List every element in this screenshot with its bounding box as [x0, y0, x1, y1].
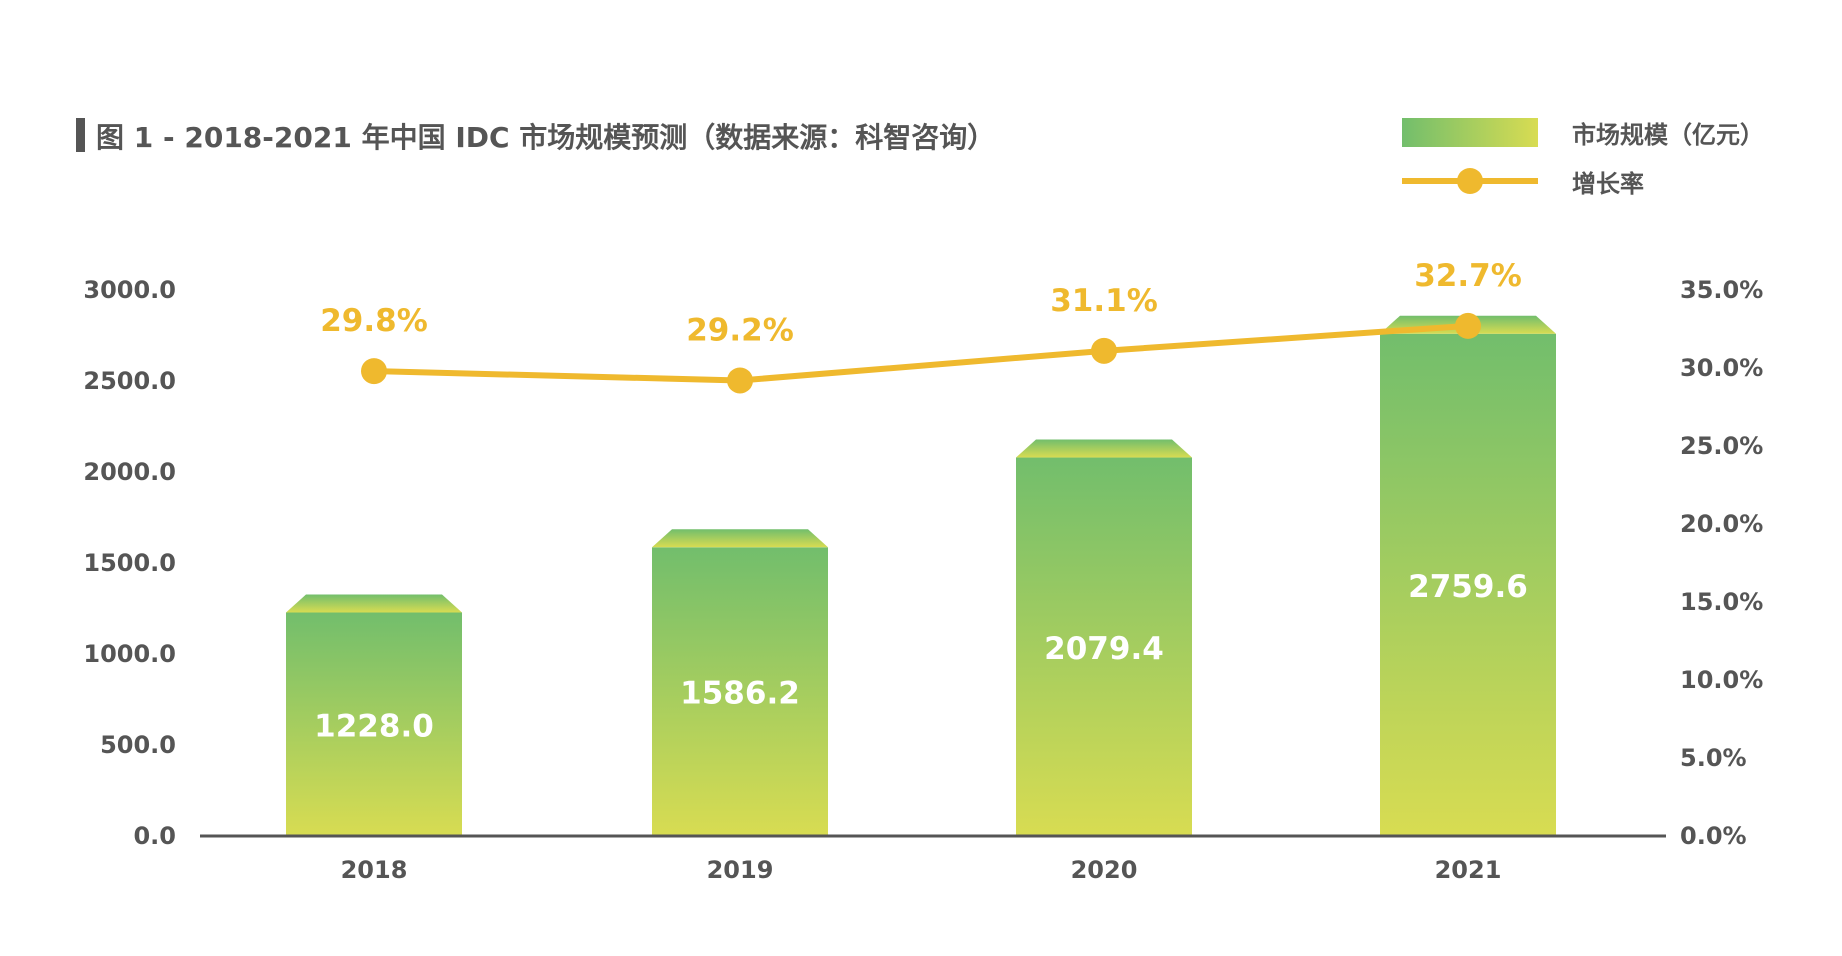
bar	[1016, 457, 1192, 836]
legend-bar-swatch	[1402, 118, 1538, 147]
legend-line-marker	[1457, 168, 1483, 194]
right-axis-tick-label: 25.0%	[1680, 432, 1763, 460]
x-axis-tick-label: 2021	[1435, 856, 1502, 884]
growth-rate-line	[373, 322, 1469, 384]
left-axis-tick-label: 2500.0	[83, 367, 176, 395]
right-axis-tick-label: 35.0%	[1680, 276, 1763, 304]
x-axis-tick-label: 2018	[341, 856, 408, 884]
right-axis-tick-label: 30.0%	[1680, 354, 1763, 382]
right-axis-tick-label: 15.0%	[1680, 588, 1763, 616]
growth-rate-point	[1455, 312, 1481, 339]
bar-value-label: 2759.6	[1408, 569, 1528, 605]
bars: 1228.0 1586.2 2079.4 2759.6	[286, 315, 1556, 836]
bar	[1380, 333, 1556, 836]
bar	[286, 612, 462, 836]
bar-cap	[286, 594, 462, 613]
title-marker	[76, 118, 85, 152]
left-axis-tick-label: 2000.0	[83, 458, 176, 486]
growth-rate-point	[361, 358, 387, 385]
growth-rate-series: 29.8% 29.2% 31.1% 32.7%	[320, 258, 1522, 394]
legend: 市场规模（亿元） 增长率	[1402, 118, 1764, 198]
right-axis-tick-label: 10.0%	[1680, 666, 1763, 694]
bar-cap	[1016, 439, 1192, 458]
left-axis-tick-label: 500.0	[100, 731, 176, 759]
growth-rate-point	[1091, 337, 1117, 364]
growth-rate-point	[727, 367, 753, 394]
right-axis-tick-label: 5.0%	[1680, 744, 1747, 772]
bar-value-label: 1228.0	[314, 708, 434, 744]
chart-title: 图 1 - 2018-2021 年中国 IDC 市场规模预测（数据来源：科智咨询…	[96, 121, 995, 154]
growth-rate-label: 29.2%	[686, 312, 794, 348]
left-axis-tick-label: 1500.0	[83, 549, 176, 577]
bar-value-label: 1586.2	[680, 676, 800, 712]
left-axis-ticks: 0.0 500.0 1000.0 1500.0 2000.0 2500.0 3000.0	[83, 276, 176, 850]
bar-value-label: 2079.4	[1044, 631, 1164, 667]
x-axis-tick-label: 2020	[1071, 856, 1138, 884]
legend-line-label: 增长率	[1572, 170, 1644, 198]
left-axis-tick-label: 3000.0	[83, 276, 176, 304]
left-axis-tick-label: 0.0	[133, 822, 176, 850]
bar-cap	[652, 529, 828, 548]
right-axis-ticks: 0.0% 5.0% 10.0% 15.0% 20.0% 25.0% 30.0% 35.0%	[1680, 276, 1763, 850]
x-axis-tick-label: 2019	[707, 856, 774, 884]
left-axis-tick-label: 1000.0	[83, 640, 176, 668]
growth-rate-label: 31.1%	[1050, 283, 1158, 319]
growth-rate-label: 32.7%	[1414, 258, 1522, 294]
growth-rate-label: 29.8%	[320, 303, 428, 339]
bar	[652, 547, 828, 836]
right-axis-tick-label: 0.0%	[1680, 822, 1747, 850]
right-axis-tick-label: 20.0%	[1680, 510, 1763, 538]
legend-bar-label: 市场规模（亿元）	[1572, 121, 1764, 149]
x-axis-ticks: 2018 2019 2020 2021	[341, 856, 1502, 884]
